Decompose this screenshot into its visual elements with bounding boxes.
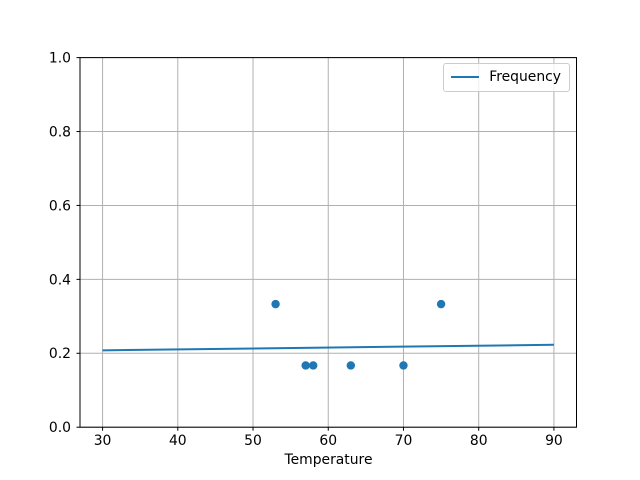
- x-tick-label: 80: [470, 433, 488, 449]
- y-tick-label: 0.8: [49, 124, 71, 140]
- legend: Frequency: [443, 63, 570, 92]
- data-point: [436, 299, 446, 309]
- data-point: [301, 361, 310, 370]
- x-tick-label: 40: [169, 433, 187, 449]
- x-tick-label: 30: [94, 433, 112, 449]
- y-tick-label: 0.4: [49, 272, 71, 288]
- data-point: [399, 361, 408, 370]
- data-point: [271, 299, 280, 309]
- x-tick-label: 50: [244, 433, 262, 449]
- x-tick-label: 60: [319, 433, 337, 449]
- data-point: [309, 361, 318, 370]
- data-point: [346, 361, 356, 370]
- y-tick-label: 1.0: [49, 51, 71, 67]
- y-tick-label: 0.0: [49, 420, 71, 436]
- y-tick-label: 0.2: [49, 346, 71, 362]
- x-tick-label: 90: [545, 433, 563, 449]
- legend-line-sample-icon: [451, 76, 480, 79]
- x-axis-label: Temperature: [284, 452, 373, 468]
- trend-line: [102, 343, 554, 352]
- legend-label: Frequency: [489, 69, 561, 85]
- x-tick-label: 70: [395, 433, 413, 449]
- y-tick-label: 0.6: [49, 198, 71, 214]
